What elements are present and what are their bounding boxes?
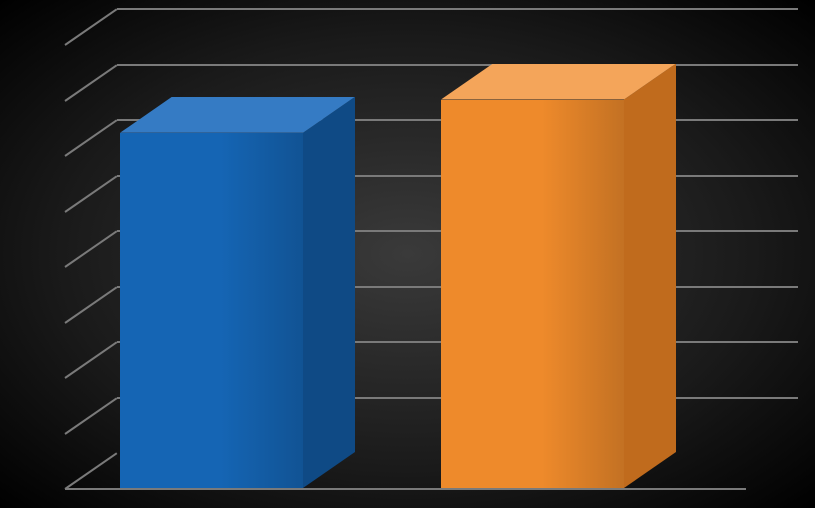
floor-side-edge (64, 452, 117, 490)
gridline-side (64, 230, 117, 268)
gridline (117, 64, 798, 66)
bar-side (303, 97, 355, 488)
gridline-side (64, 175, 117, 213)
floor-front-edge (65, 488, 746, 490)
chart-3d-bar (0, 0, 815, 508)
gridline-side (64, 64, 117, 102)
gridline-side (64, 397, 117, 435)
gridline (117, 8, 798, 10)
bar-front (441, 100, 624, 489)
bar-side (624, 64, 676, 489)
gridline-side (64, 341, 117, 379)
gridline-side (64, 8, 117, 46)
bar-front (120, 133, 303, 488)
gridline-side (64, 119, 117, 157)
gridline-side (64, 286, 117, 324)
